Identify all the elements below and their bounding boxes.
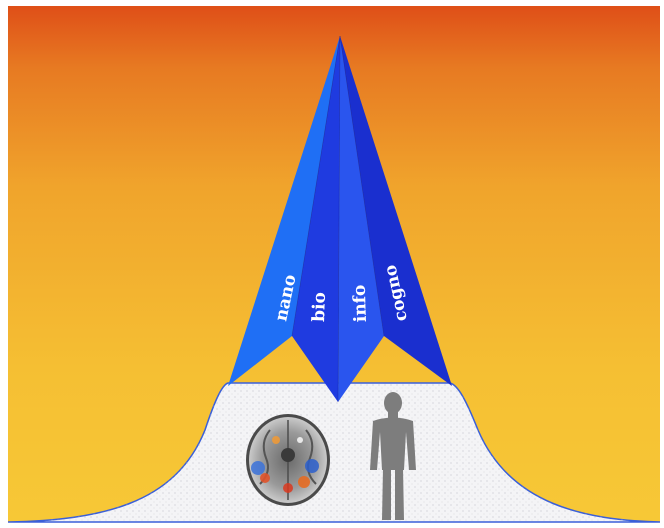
human-figure-icon [370,392,416,520]
facet-edge-lines [291,35,385,403]
facet-info-shape [338,36,384,402]
facet-cogno-shape [340,36,452,386]
brain-scan-icon [246,414,330,506]
facet-nano-shape [228,36,340,386]
facet-bio-shape [292,36,340,402]
ground-dot-texture [8,383,660,522]
facet-label-bio: bio [309,292,330,322]
facet-label-info: info [350,284,371,322]
